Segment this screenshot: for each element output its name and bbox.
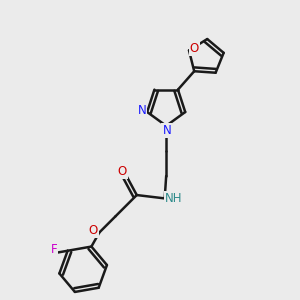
Text: N: N (162, 124, 171, 137)
Text: O: O (190, 42, 199, 56)
Text: N: N (137, 104, 146, 117)
Text: F: F (51, 242, 57, 256)
Text: O: O (89, 224, 98, 238)
Text: NH: NH (165, 192, 182, 205)
Text: O: O (117, 165, 127, 178)
